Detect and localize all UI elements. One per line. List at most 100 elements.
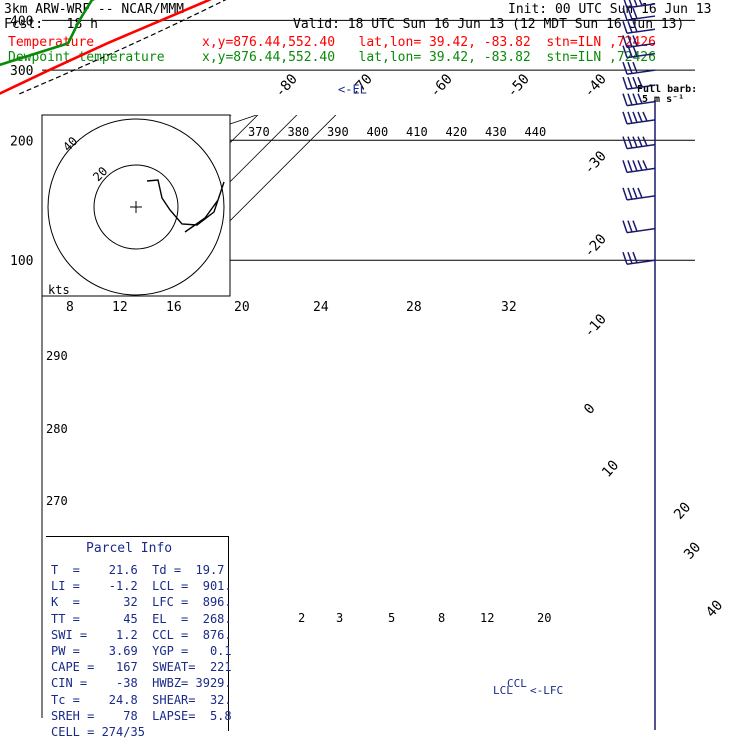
- wind-barb-flag: [622, 7, 628, 21]
- wind-barb-flag: [622, 76, 628, 90]
- isotherm-label: 0: [581, 401, 599, 418]
- lfc-marker: <-LFC: [530, 684, 563, 697]
- wind-barb-flag: [632, 35, 638, 47]
- wind-barb-flag: [627, 187, 633, 200]
- isotherm-label: -10: [581, 311, 610, 341]
- parcel-info-row: T = 21.6 Td = 19.7: [51, 563, 225, 577]
- isotherm-label: 10: [599, 457, 622, 480]
- el-marker: <-EL: [338, 83, 367, 97]
- parcel-info-row: CAPE = 167 SWEAT= 221: [51, 660, 232, 675]
- hodograph-trace: [146, 179, 225, 233]
- isotherm-label: 40: [703, 597, 726, 620]
- wind-barb-flag: [638, 0, 643, 7]
- wind-barb-flag: [622, 220, 628, 233]
- wind-barb-flag: [637, 76, 643, 88]
- temperature-location: x,y=876.44,552.40 lat,lon= 39.42, -83.82…: [202, 35, 656, 50]
- parcel-info-row: PW = 3.69 YGP = 0.1: [51, 644, 232, 658]
- hodograph-scale-label: 16: [166, 300, 182, 315]
- wind-barb-flag: [642, 160, 648, 170]
- hodograph-scale-label: 28: [406, 300, 422, 315]
- mixing-ratio-label: 8: [438, 611, 445, 625]
- wind-barb-flag: [627, 7, 633, 20]
- pressure-label: 200: [10, 134, 33, 149]
- full-barb-units: 5 m s⁻¹: [642, 94, 684, 105]
- full-barb-label: Full barb:: [637, 84, 697, 95]
- wind-barb-flag: [642, 111, 648, 122]
- wind-barb-flag: [622, 136, 628, 149]
- wind-barb-flag: [637, 187, 643, 199]
- parcel-info-row: K = 32 LFC = 896.: [51, 595, 232, 610]
- wind-barb-flag: [632, 160, 638, 172]
- mixing-ratio-label: 12: [480, 611, 494, 625]
- parcel-info-row: Tc = 24.8 SHEAR= 32.: [51, 692, 232, 707]
- theta-label: 410: [406, 125, 428, 139]
- wind-barb-flag: [627, 111, 633, 124]
- wind-barb-flag: [627, 220, 633, 233]
- wind-barb-flag: [632, 187, 638, 199]
- wind-barb-flag: [627, 76, 633, 89]
- hodograph-scale-label: 12: [112, 300, 128, 315]
- wind-barb-flag: [642, 136, 648, 147]
- wind-barb-flag: [637, 93, 643, 104]
- wind-barb-flag: [627, 160, 633, 172]
- wind-barb-flag: [622, 93, 628, 106]
- hodograph-scale-label: 32: [501, 300, 517, 315]
- model-title: 3km ARW-WRF -- NCAR/MMM: [4, 2, 185, 17]
- wind-barb-flag: [627, 61, 633, 74]
- theta-label: 380: [288, 125, 310, 139]
- isotherm-line: [0, 0, 12, 260]
- wind-barb-flag: [627, 35, 633, 47]
- wind-barb-flag: [627, 251, 633, 264]
- temperature-legend: Temperature: [8, 35, 95, 50]
- wind-barb-flag: [632, 93, 638, 105]
- theta-label: 400: [367, 125, 389, 139]
- hodograph-ring: [93, 164, 179, 250]
- wind-barb-flag: [632, 45, 638, 57]
- pressure-label: 100: [10, 254, 33, 269]
- wind-barb-flag: [622, 160, 628, 173]
- theta-label: 390: [327, 125, 349, 139]
- wind-barb-flag: [637, 136, 643, 147]
- parcel-info-row: CIN = -38 HWBZ= 3929.: [51, 676, 232, 691]
- parcel-info-title: Parcel Info: [86, 541, 173, 556]
- valid-time: Valid: 18 UTC Sun 16 Jun 13 (12 MDT Sun …: [293, 17, 685, 32]
- wind-barb-flag: [622, 61, 628, 75]
- isotherm-label: -50: [504, 71, 533, 101]
- isotherm-label: 20: [671, 499, 694, 522]
- isotherm-label: -40: [581, 71, 610, 101]
- wind-barb-flag: [637, 160, 643, 171]
- mixing-ratio-label: 5: [388, 611, 395, 625]
- wind-barb-flag: [632, 251, 638, 264]
- wind-barb-flag: [632, 61, 638, 73]
- wind-barb-flag: [623, 0, 628, 9]
- parcel-info-row: LI = -1.2 LCL = 901.: [51, 579, 232, 594]
- wind-barb-flag: [628, 0, 633, 8]
- theta-label: 280: [46, 422, 68, 436]
- wind-barb-flag: [622, 187, 628, 201]
- wind-barb-flag: [627, 20, 633, 33]
- wind-barb-flag: [622, 111, 628, 125]
- parcel-info-row: SREH = 78 LAPSE= 5.8: [51, 708, 232, 723]
- wind-barb-flag: [622, 35, 628, 48]
- hodograph-units: kts: [48, 283, 70, 297]
- wind-barb-flag: [622, 20, 628, 34]
- isotherm-label: -30: [581, 148, 610, 178]
- theta-label: 430: [485, 125, 507, 139]
- wind-barb-flag: [622, 251, 628, 265]
- wind-barb-flag: [633, 0, 638, 7]
- dewpoint-legend: Dewpoint temperature: [8, 50, 165, 65]
- parcel-info-row: SWI = 1.2 CCL = 876.: [51, 627, 232, 642]
- forecast-hour: Fcst: 18 h: [4, 17, 98, 32]
- wind-barb-flag: [622, 45, 628, 58]
- pressure-label: 400: [10, 14, 33, 29]
- theta-label: 440: [525, 125, 547, 139]
- pressure-label: 300: [10, 64, 33, 79]
- theta-label: 270: [46, 494, 68, 508]
- wind-barb-flag: [627, 93, 633, 106]
- parcel-path: [18, 0, 227, 95]
- isotherm-label: -20: [581, 231, 610, 261]
- hodograph-ring: [47, 118, 225, 296]
- hodograph-scale-label: 8: [66, 300, 74, 315]
- theta-label: 370: [248, 125, 270, 139]
